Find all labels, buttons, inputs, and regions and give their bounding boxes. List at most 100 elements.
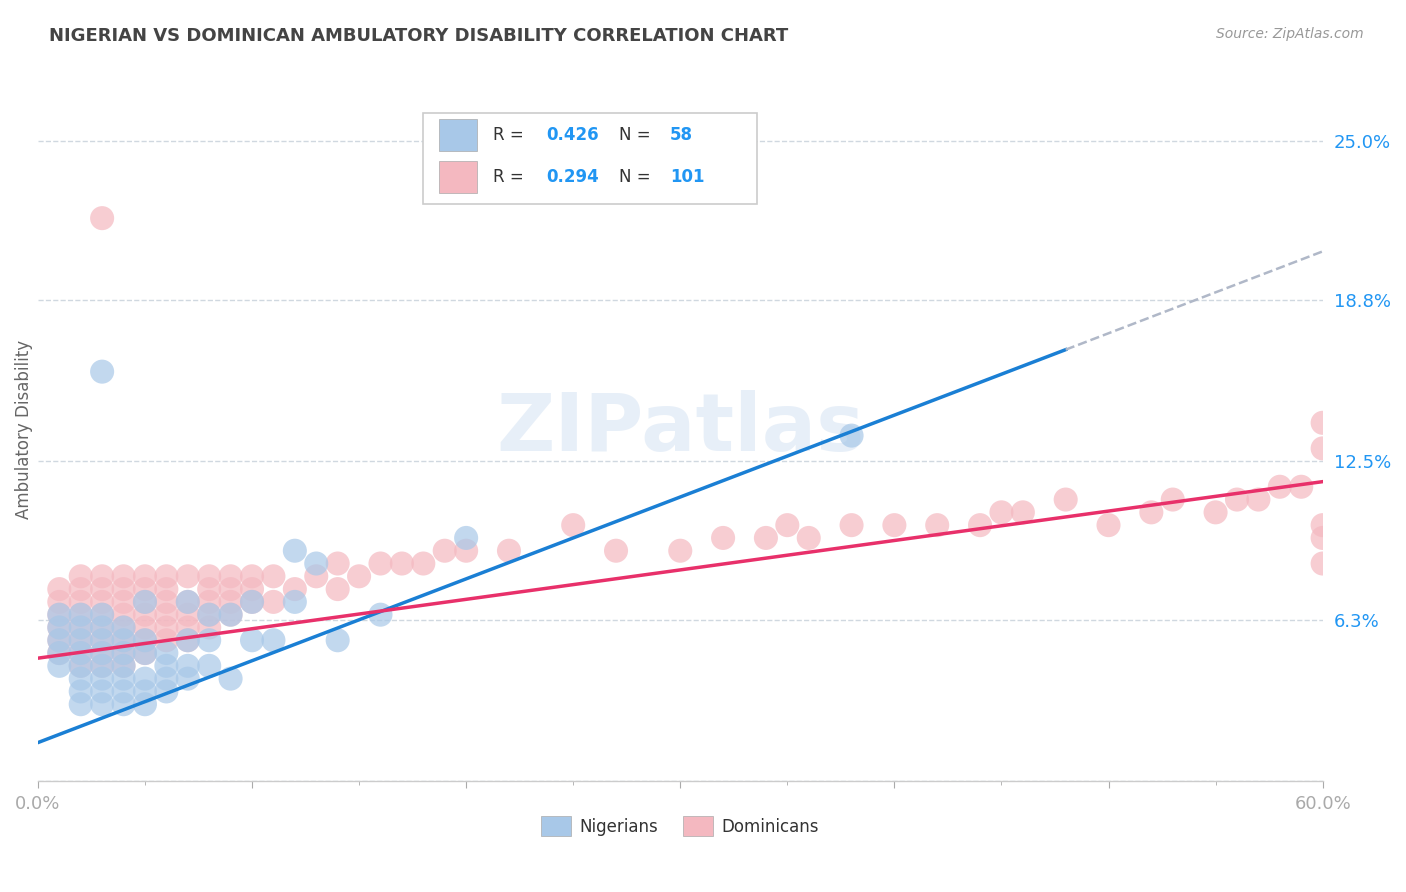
Point [198,620,221,634]
Point [1312,416,1334,430]
Point [305,569,328,583]
FancyBboxPatch shape [439,161,477,193]
Point [112,582,135,596]
Point [797,531,820,545]
Text: ZIPatlas: ZIPatlas [496,390,865,468]
Point [669,543,692,558]
Y-axis label: Ambulatory Disability: Ambulatory Disability [15,340,32,519]
Point [91,569,114,583]
Point [155,569,177,583]
FancyBboxPatch shape [439,120,477,151]
Point [1312,442,1334,456]
Point [91,684,114,698]
Point [91,607,114,622]
Text: 0.294: 0.294 [547,169,599,186]
Text: NIGERIAN VS DOMINICAN AMBULATORY DISABILITY CORRELATION CHART: NIGERIAN VS DOMINICAN AMBULATORY DISABIL… [49,27,789,45]
Point [1312,518,1334,533]
Point [155,646,177,660]
Point [69,607,91,622]
Point [69,658,91,673]
Point [112,633,135,648]
Point [91,595,114,609]
Point [69,620,91,634]
Point [69,684,91,698]
Point [134,697,156,711]
Point [112,684,135,698]
Point [262,633,284,648]
Point [177,595,200,609]
Point [262,595,284,609]
Point [134,646,156,660]
Point [240,569,263,583]
Point [91,620,114,634]
Point [69,607,91,622]
Point [112,620,135,634]
Point [134,684,156,698]
Point [969,518,991,533]
Point [240,595,263,609]
Point [48,646,70,660]
Point [755,531,778,545]
Point [69,569,91,583]
Point [219,607,242,622]
Point [284,582,307,596]
Text: R =: R = [492,126,529,145]
Point [69,658,91,673]
Point [91,582,114,596]
Point [48,595,70,609]
Point [605,543,627,558]
Point [134,646,156,660]
Point [48,620,70,634]
Point [155,607,177,622]
Point [326,557,349,571]
Point [91,658,114,673]
Point [326,582,349,596]
Point [69,633,91,648]
Point [177,633,200,648]
Point [155,582,177,596]
Point [177,569,200,583]
Point [91,672,114,686]
Point [219,595,242,609]
Point [198,658,221,673]
Point [262,569,284,583]
Point [112,646,135,660]
Point [155,658,177,673]
FancyBboxPatch shape [423,112,758,204]
Point [1268,480,1291,494]
Point [91,211,114,226]
Point [134,595,156,609]
Point [91,646,114,660]
Point [284,543,307,558]
Text: 101: 101 [671,169,704,186]
Point [91,658,114,673]
Text: 0.426: 0.426 [547,126,599,145]
Point [91,646,114,660]
Point [177,672,200,686]
Point [112,620,135,634]
Point [240,633,263,648]
Point [1140,505,1163,519]
Point [1289,480,1312,494]
Text: 58: 58 [671,126,693,145]
Point [391,557,413,571]
Point [177,607,200,622]
Text: Source: ZipAtlas.com: Source: ZipAtlas.com [1216,27,1364,41]
Point [91,620,114,634]
Point [155,672,177,686]
Point [177,633,200,648]
Point [284,595,307,609]
Point [48,633,70,648]
Point [69,697,91,711]
Point [69,646,91,660]
Point [112,633,135,648]
Point [927,518,949,533]
Point [91,365,114,379]
Point [198,607,221,622]
Point [112,595,135,609]
Point [370,557,392,571]
Point [112,658,135,673]
Point [48,646,70,660]
Text: N =: N = [619,169,655,186]
Point [177,658,200,673]
